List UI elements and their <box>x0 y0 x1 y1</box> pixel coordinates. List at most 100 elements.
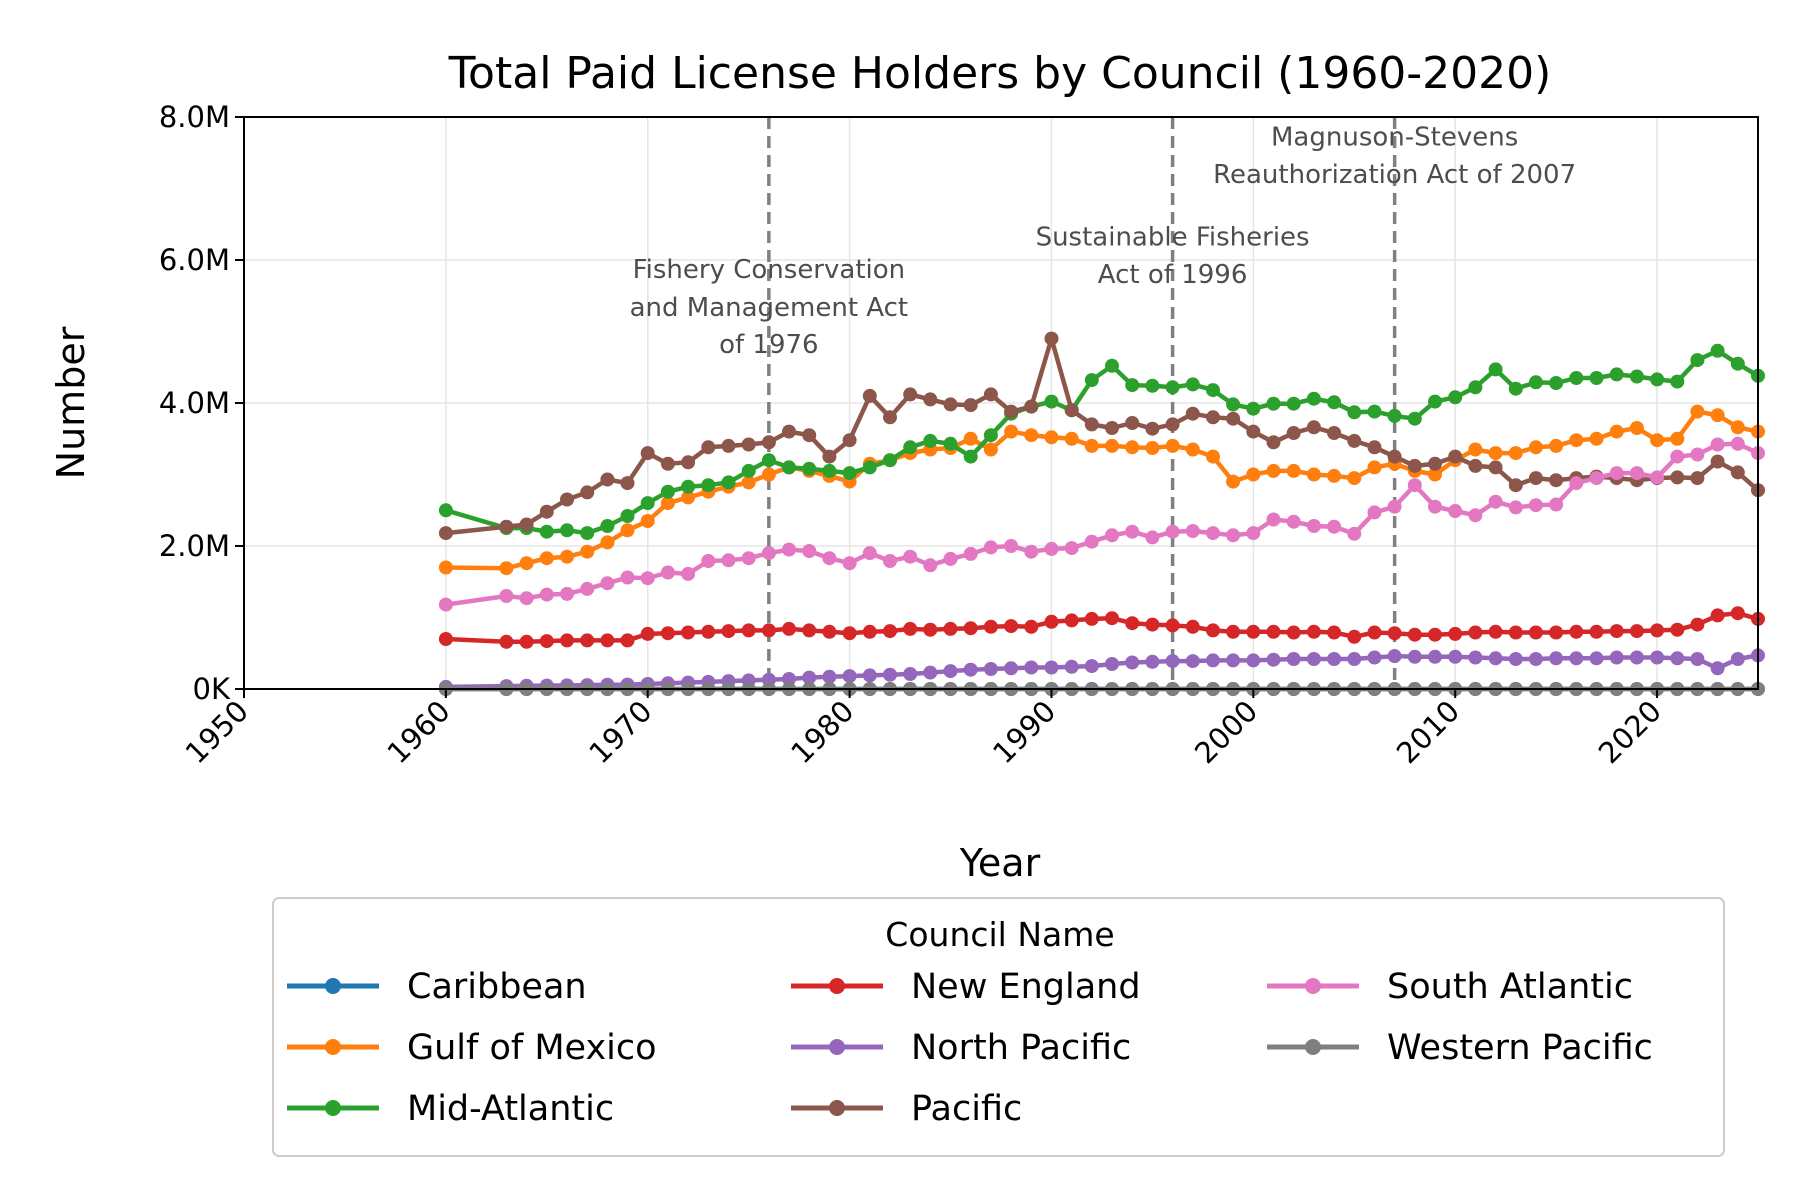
data-point <box>640 571 655 586</box>
data-point <box>923 433 938 448</box>
data-point <box>539 634 554 649</box>
legend-label: Gulf of Mexico <box>407 1028 657 1068</box>
data-point <box>1549 438 1564 453</box>
data-point <box>1367 440 1382 455</box>
data-point <box>1226 397 1241 412</box>
data-point <box>438 597 453 612</box>
legend-frame <box>272 897 1725 1157</box>
data-point <box>701 478 716 493</box>
x-tick-label: 2000 <box>1188 694 1264 770</box>
data-point <box>842 556 857 571</box>
data-point <box>1629 421 1644 435</box>
data-point <box>963 431 978 446</box>
data-point <box>560 523 574 538</box>
data-point <box>1367 460 1382 475</box>
data-point <box>1024 428 1039 443</box>
data-point <box>438 632 453 646</box>
data-point <box>600 519 615 533</box>
data-point <box>1670 622 1685 637</box>
data-point <box>1125 416 1140 430</box>
data-point <box>1064 659 1079 674</box>
data-point <box>822 551 837 566</box>
data-point <box>539 524 554 539</box>
data-point <box>1165 438 1180 453</box>
data-point <box>1710 437 1725 452</box>
data-point <box>963 449 978 464</box>
event-markers <box>767 117 1397 689</box>
data-point <box>983 619 998 634</box>
data-point <box>802 623 817 638</box>
data-point <box>1125 524 1140 539</box>
data-point <box>1286 652 1301 666</box>
data-point <box>1246 424 1261 439</box>
data-point <box>782 621 796 636</box>
x-tick-label: 1980 <box>784 694 860 770</box>
data-point <box>1327 519 1342 534</box>
data-point <box>1569 371 1584 385</box>
data-point <box>1286 514 1301 529</box>
data-point <box>620 523 635 538</box>
data-point <box>1327 652 1342 666</box>
data-point <box>660 565 675 580</box>
data-point <box>1650 623 1665 638</box>
data-point <box>1730 436 1745 451</box>
series-line <box>445 441 1759 607</box>
data-point <box>1670 651 1685 666</box>
data-point <box>1044 614 1059 629</box>
data-point <box>1165 417 1180 432</box>
x-tick-label: 1960 <box>381 694 457 770</box>
data-point <box>1589 371 1604 385</box>
data-point <box>499 561 514 576</box>
data-point <box>1407 478 1422 493</box>
data-point <box>681 625 696 640</box>
data-point <box>681 455 696 470</box>
data-point <box>1670 449 1685 464</box>
data-point <box>640 446 655 461</box>
data-point <box>1508 652 1523 666</box>
data-point <box>1246 526 1261 541</box>
data-point <box>1448 626 1463 641</box>
data-point <box>1266 624 1281 639</box>
data-point <box>782 542 796 557</box>
data-point <box>983 540 998 555</box>
data-point <box>1448 390 1463 405</box>
data-point <box>1528 440 1543 455</box>
data-point <box>1306 652 1321 666</box>
data-point <box>1528 652 1543 666</box>
data-point <box>1650 372 1665 387</box>
data-point <box>943 621 958 636</box>
data-point <box>640 514 655 528</box>
data-point <box>741 551 756 566</box>
data-point <box>1387 649 1402 664</box>
data-point <box>1347 526 1362 541</box>
data-point <box>1690 404 1705 419</box>
x-axis-title: Year <box>959 841 1041 885</box>
data-point <box>822 669 837 684</box>
data-point <box>1286 463 1301 478</box>
data-point <box>1226 411 1241 426</box>
data-point <box>519 517 534 532</box>
data-point <box>1306 467 1321 482</box>
data-point <box>701 554 716 568</box>
data-point <box>1206 449 1220 464</box>
data-point <box>1347 433 1362 448</box>
data-point <box>1670 431 1685 446</box>
data-point <box>1549 376 1564 390</box>
data-point <box>1730 606 1745 621</box>
data-point <box>681 566 696 581</box>
legend-label: South Atlantic <box>1387 967 1633 1007</box>
data-point <box>883 554 897 568</box>
legend-label: Western Pacific <box>1387 1028 1653 1068</box>
data-point <box>822 463 837 478</box>
data-point <box>1004 424 1019 439</box>
data-point <box>1105 358 1119 373</box>
legend-item: Caribbean <box>287 967 587 1007</box>
data-point <box>1165 380 1180 395</box>
data-point <box>1084 417 1099 432</box>
data-point <box>1064 541 1079 556</box>
data-point <box>1468 458 1483 473</box>
data-point <box>1084 659 1099 674</box>
legend-swatch-marker <box>829 978 845 994</box>
data-point <box>701 440 716 455</box>
data-point <box>862 624 877 639</box>
